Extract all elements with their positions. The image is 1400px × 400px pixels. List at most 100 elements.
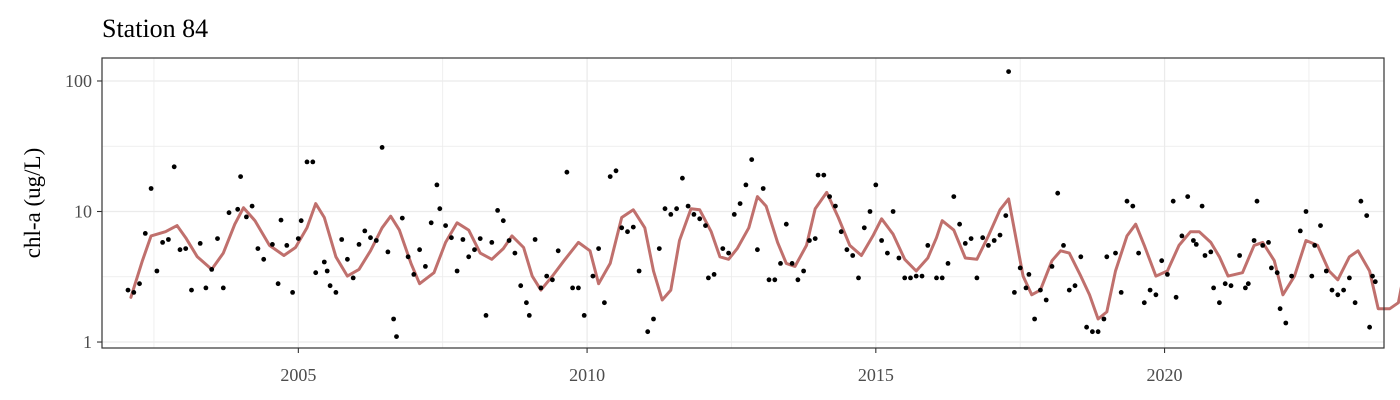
data-point [368,235,373,241]
data-point [275,281,281,287]
data-point [1254,198,1260,204]
data-point [1303,209,1309,214]
data-point [1170,198,1176,204]
data-point [362,228,368,234]
data-point [434,182,440,188]
data-point [1318,223,1323,229]
data-point [564,169,570,175]
x-tick-label: 2020 [1147,365,1183,385]
data-point [284,243,290,248]
data-point [278,217,284,223]
data-point [405,254,411,260]
data-point [619,225,625,231]
data-point [171,164,177,170]
data-point [183,246,189,252]
data-point [489,240,495,245]
data-point [1217,300,1222,306]
data-point [749,157,755,163]
data-point [1017,265,1023,271]
panel-frame [101,57,1385,349]
data-point [327,283,333,289]
data-point [1147,287,1153,293]
data-point [235,206,241,212]
data-point [324,268,330,274]
data-point [1193,242,1199,247]
data-point [789,261,795,266]
data-point [321,259,327,265]
data-point [339,237,345,242]
data-point [581,313,587,318]
data-point [890,209,896,214]
data-point [625,229,630,235]
data-point [255,246,261,252]
data-point [576,285,581,291]
data-point [394,334,399,339]
data-point [636,268,642,274]
data-point [137,281,142,287]
data-point [261,256,267,262]
data-point [411,272,417,277]
data-point [298,218,304,224]
y-tick-label: 1 [83,332,92,352]
data-point [1090,329,1095,335]
data-point [674,206,679,212]
data-point [1032,316,1037,322]
data-point [495,208,500,213]
data-point [1208,249,1214,255]
data-point [731,212,737,217]
data-point [1173,294,1179,300]
data-point [1179,233,1185,239]
data-point [720,246,726,252]
data-point [1153,292,1159,298]
data-point [538,285,544,291]
data-point [630,224,636,230]
data-point [1211,285,1216,291]
data-point [160,240,166,245]
data-point [555,248,561,254]
data-point [1289,273,1294,279]
data-point [350,275,356,281]
data-point [1012,290,1017,295]
data-point [951,194,957,200]
data-point [1165,272,1170,277]
data-point [1341,287,1346,293]
data-point [1136,250,1141,256]
data-point [304,159,310,165]
data-point [1274,270,1280,276]
data-point [477,236,483,242]
data-point [524,300,529,306]
x-tick-label: 2010 [569,365,605,385]
data-point [873,182,879,188]
data-point [755,247,760,253]
data-point [333,290,339,295]
data-point [526,313,532,318]
data-point [209,267,215,272]
data-point [743,182,749,188]
data-point [827,194,832,200]
data-point [295,236,301,242]
data-point [902,275,908,281]
data-point [726,250,731,256]
data-point [500,218,506,224]
data-point [685,203,691,209]
data-point [437,206,443,212]
data-point [1228,283,1234,289]
data-point [913,273,919,279]
data-point [238,174,244,180]
data-point [934,275,939,281]
data-point [861,225,867,231]
data-point [1066,287,1072,293]
data-point [177,247,183,253]
data-point [1297,228,1303,234]
data-point [1026,272,1032,277]
data-point [1251,238,1257,243]
data-point [220,285,226,291]
data-point [148,186,154,191]
data-point [821,172,827,178]
data-point [1084,324,1089,330]
data-point [838,229,844,235]
data-point [850,253,856,258]
x-axis: 2005 2010 2015 2020 [280,348,1183,385]
data-point [1335,292,1341,298]
data-point [957,221,962,227]
